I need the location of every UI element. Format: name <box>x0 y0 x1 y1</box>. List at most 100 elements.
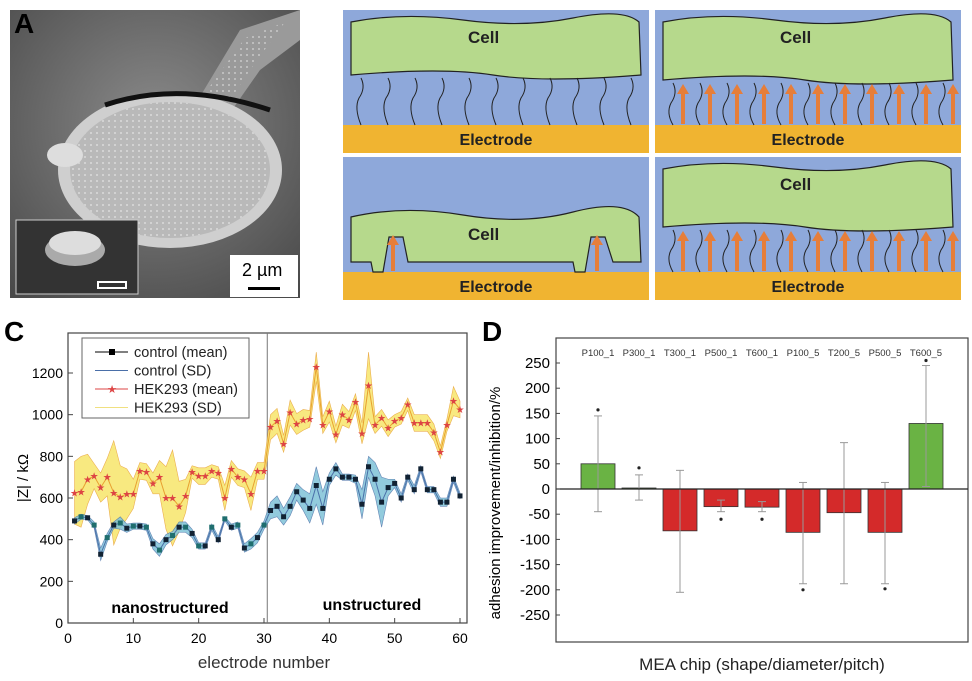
membrane-tether <box>776 229 784 273</box>
force-arrow-icon <box>731 84 743 124</box>
membrane-tether <box>599 77 607 126</box>
cell-label: Cell <box>468 225 500 244</box>
hek293-mean-point: ★ <box>77 487 86 498</box>
hek293-mean-point: ★ <box>109 488 118 499</box>
control-mean-point <box>130 523 136 529</box>
x-tick-label: 10 <box>126 630 142 646</box>
legend-entry: control (mean) <box>134 345 227 361</box>
electrode-label: Electrode <box>771 132 845 149</box>
hek293-mean-point: ★ <box>201 472 210 483</box>
hek293-mean-point: ★ <box>429 428 438 439</box>
y-tick-label: -150 <box>520 557 550 574</box>
force-arrow-icon <box>758 231 770 271</box>
control-mean-point <box>196 543 202 549</box>
y-axis-label: adhesion improvement/inhibition/% <box>487 387 504 620</box>
hek293-mean-point: ★ <box>116 492 125 503</box>
membrane-tether <box>884 82 892 126</box>
schematic-both: Cell Electrode <box>655 157 961 300</box>
hek293-mean-point: ★ <box>181 491 190 502</box>
y-tick-label: 600 <box>40 490 64 506</box>
force-arrow-icon <box>677 231 689 271</box>
control-mean-point <box>124 525 130 531</box>
hek293-mean-point: ★ <box>449 397 458 408</box>
hek293-mean-point: ★ <box>148 479 157 490</box>
control-mean-point <box>176 524 182 530</box>
force-arrow-icon <box>920 231 932 271</box>
control-mean-point <box>424 487 430 493</box>
category-label: P100_1 <box>582 348 615 359</box>
hek293-mean-point: ★ <box>312 362 321 373</box>
membrane-tether <box>938 82 946 126</box>
membrane-tether <box>749 82 757 126</box>
hek293-mean-point: ★ <box>266 423 275 434</box>
significance-marker <box>883 587 887 591</box>
force-arrow-icon <box>947 84 959 124</box>
hek293-mean-point: ★ <box>220 494 229 505</box>
category-label: T300_1 <box>664 348 696 359</box>
hek293-mean-point: ★ <box>338 410 347 421</box>
membrane-tether <box>545 77 553 126</box>
force-arrow-icon <box>677 84 689 124</box>
hek293-mean-point: ★ <box>351 398 360 409</box>
y-tick-label: 0 <box>542 481 550 498</box>
x-tick-label: 30 <box>256 630 272 646</box>
hek293-mean-point: ★ <box>83 475 92 486</box>
schematic-wavy: Cell Electrode <box>343 10 649 153</box>
hek293-mean-point: ★ <box>96 483 105 494</box>
control-mean-point <box>457 493 463 499</box>
annotation-unstructured: unstructured <box>323 597 422 614</box>
membrane-tether <box>410 77 418 126</box>
cell-body <box>350 205 642 273</box>
hek293-mean-line <box>74 366 461 508</box>
y-tick-label: -50 <box>528 506 550 523</box>
control-mean-point <box>189 530 195 536</box>
control-mean-point <box>339 474 345 480</box>
y-tick-label: 50 <box>533 456 550 473</box>
electrode-label: Electrode <box>771 279 845 296</box>
hek293-mean-point: ★ <box>142 467 151 478</box>
hek293-mean-point: ★ <box>371 421 380 432</box>
annotation-nanostructured: nanostructured <box>111 600 228 617</box>
membrane-tether <box>695 82 703 126</box>
control-mean-point <box>254 535 260 541</box>
membrane-tether <box>776 82 784 126</box>
control-mean-point <box>431 487 437 493</box>
hek293-mean-point: ★ <box>253 466 262 477</box>
membrane-tether <box>437 77 445 126</box>
y-tick-label: -100 <box>520 531 550 548</box>
hek293-mean-point: ★ <box>103 473 112 484</box>
membrane-tether <box>668 229 676 273</box>
control-mean-point <box>209 524 215 530</box>
hek293-mean-point: ★ <box>410 419 419 430</box>
control-mean-point <box>307 505 313 511</box>
control-mean-point <box>104 535 110 541</box>
hek293-mean-point: ★ <box>384 424 393 435</box>
x-axis-label: MEA chip (shape/diameter/pitch) <box>639 655 885 674</box>
hek293-mean-point: ★ <box>214 469 223 480</box>
control-mean-point <box>98 551 104 557</box>
legend-entry: control (SD) <box>134 364 211 380</box>
membrane-tether <box>722 229 730 273</box>
legend-entry: HEK293 (mean) <box>134 382 238 398</box>
control-mean-point <box>72 518 78 524</box>
control-mean-point <box>156 547 162 553</box>
panel-label-c: C <box>4 316 25 347</box>
hek293-mean-point: ★ <box>325 407 334 418</box>
control-mean-point <box>287 503 293 509</box>
hek293-mean-point: ★ <box>344 415 353 426</box>
y-tick-label: -250 <box>520 607 550 624</box>
control-mean-point <box>241 545 247 551</box>
x-tick-label: 40 <box>322 630 338 646</box>
hek293-mean-point: ★ <box>442 421 451 432</box>
electrode-label: Electrode <box>459 132 533 149</box>
control-mean-point <box>346 474 352 480</box>
hek293-mean-point: ★ <box>135 466 144 477</box>
control-mean-point <box>268 508 274 513</box>
hek293-mean-point: ★ <box>390 416 399 427</box>
control-mean-point <box>163 537 169 543</box>
membrane-tether <box>857 229 865 273</box>
control-mean-point <box>281 514 287 520</box>
membrane-tether <box>464 77 472 126</box>
panel-label-d: D <box>482 316 503 347</box>
significance-marker <box>596 408 600 412</box>
